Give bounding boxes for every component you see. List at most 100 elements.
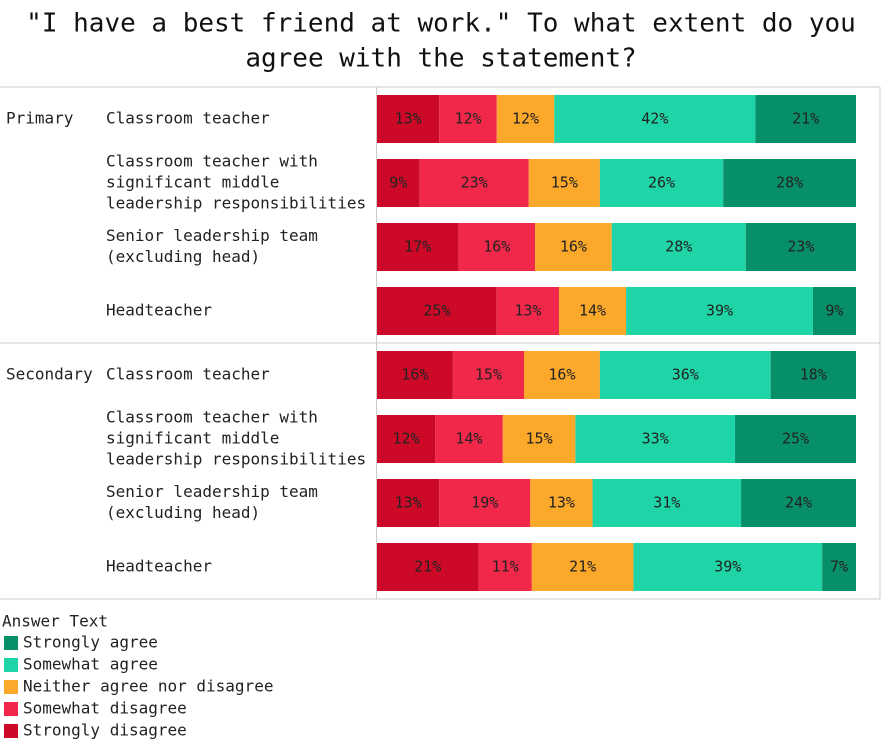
value-label: 16% [548,366,575,384]
category-label: leadership responsibilities [106,194,366,213]
value-label: 9% [825,302,843,320]
value-label: 7% [830,558,848,576]
bar-segment [377,543,479,591]
value-label: 13% [395,494,422,512]
bar-segment [611,223,746,271]
value-label: 16% [401,366,428,384]
value-label: 15% [526,430,553,448]
bar-segment [377,479,440,527]
value-label: 26% [648,174,675,192]
value-label: 33% [642,430,669,448]
chart-title: agree with the statement? [245,44,636,74]
value-label: 13% [548,494,575,512]
bar-segment [452,351,525,399]
category-label: (excluding head) [106,247,260,266]
value-label: 24% [785,494,812,512]
bar-segment [599,351,771,399]
bar-segment [458,223,536,271]
bar-segment [723,159,856,207]
value-label: 25% [782,430,809,448]
category-label: Classroom teacher [106,109,270,128]
bar-segment [435,415,503,463]
value-label: 25% [423,302,450,320]
category-label: Senior leadership team [106,482,318,501]
category-label: significant middle [106,173,279,192]
bar-segment [502,415,576,463]
value-label: 9% [389,174,407,192]
bar-segment [822,543,856,591]
bar-segment [439,95,497,143]
value-label: 18% [800,366,827,384]
value-label: 15% [475,366,502,384]
bar-segment [377,159,420,207]
value-label: 23% [787,238,814,256]
bar-segment [496,95,555,143]
value-label: 31% [653,494,680,512]
value-label: 23% [461,174,488,192]
legend-swatch [4,724,18,738]
bar-segment [528,159,600,207]
value-label: 42% [641,110,668,128]
category-label: Classroom teacher with [106,408,318,427]
bar-segment [439,479,531,527]
bar-segment [377,223,459,271]
legend-label: Somewhat disagree [23,699,187,718]
bar-segment [575,415,736,463]
bar-segment [633,543,823,591]
value-label: 16% [560,238,587,256]
value-label: 12% [512,110,539,128]
value-label: 16% [483,238,510,256]
bar-segment [530,479,593,527]
value-label: 11% [492,558,519,576]
value-label: 39% [714,558,741,576]
category-label: Classroom teacher with [106,152,318,171]
bar-segment [626,287,813,335]
value-label: 14% [579,302,606,320]
bar-segment [592,479,742,527]
group-label: Primary [6,109,74,128]
value-label: 21% [792,110,819,128]
value-label: 12% [392,430,419,448]
value-label: 39% [706,302,733,320]
bar-segment [554,95,756,143]
bar-segment [377,415,436,463]
category-label: Senior leadership team [106,226,318,245]
group-label: Secondary [6,365,93,384]
bar-segment [770,351,856,399]
value-label: 21% [414,558,441,576]
value-label: 14% [455,430,482,448]
legend-label: Somewhat agree [23,655,158,674]
bar-segment [377,351,453,399]
bar-segment [755,95,856,143]
legend-swatch [4,680,18,694]
value-label: 13% [514,302,541,320]
bar-segment [377,95,440,143]
category-label: (excluding head) [106,503,260,522]
value-label: 13% [395,110,422,128]
bar-segment [812,287,856,335]
chart-title: "I have a best friend at work." To what … [26,9,856,39]
bar-segment [419,159,529,207]
bar-segment [735,415,856,463]
legend-label: Strongly disagree [23,721,187,740]
bar-segment [531,543,634,591]
bar-segment [496,287,560,335]
legend-label: Neither agree nor disagree [23,677,273,696]
legend-title: Answer Text [2,612,108,631]
value-label: 28% [665,238,692,256]
category-label: Classroom teacher [106,365,270,384]
legend-label: Strongly agree [23,633,158,652]
category-label: leadership responsibilities [106,450,366,469]
bar-segment [478,543,532,591]
bar-segment [599,159,724,207]
bar-segment [377,287,497,335]
value-label: 28% [776,174,803,192]
legend-swatch [4,702,18,716]
bar-segment [745,223,856,271]
value-label: 12% [454,110,481,128]
legend-swatch [4,658,18,672]
value-label: 17% [404,238,431,256]
category-label: Headteacher [106,301,212,320]
bar-segment [559,287,627,335]
